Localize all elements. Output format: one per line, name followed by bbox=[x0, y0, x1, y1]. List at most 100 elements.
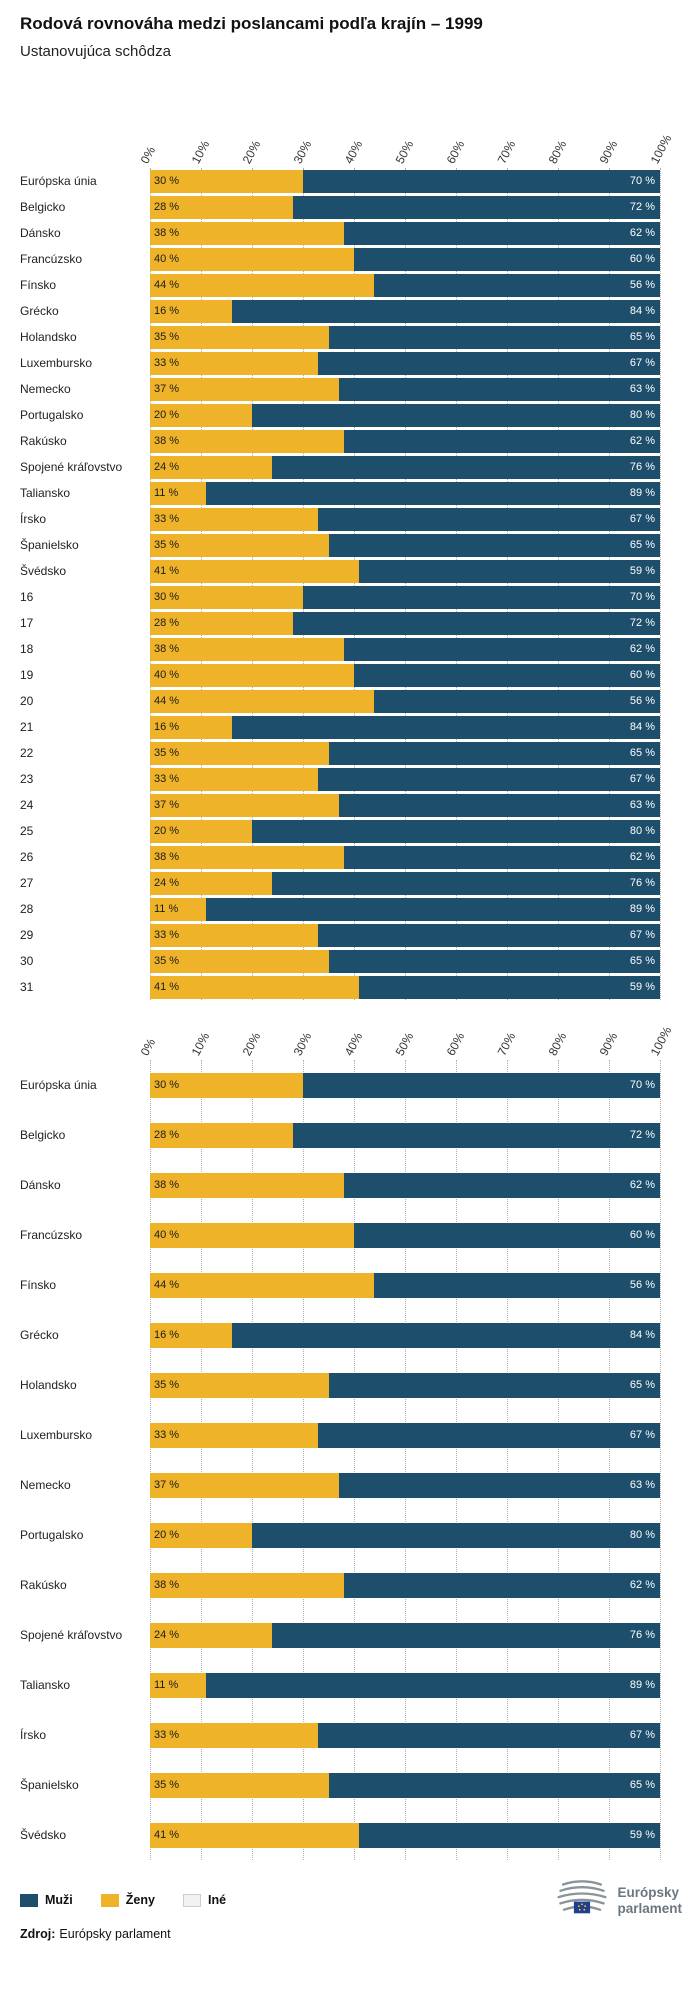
value-label-zeny: 44 % bbox=[154, 1279, 180, 1291]
segment-muzi: 84 % bbox=[231, 1322, 660, 1348]
value-label-zeny: 33 % bbox=[154, 1429, 180, 1441]
category-label: 23 bbox=[20, 772, 34, 786]
bar-row: 21 16 % 84 % bbox=[20, 714, 680, 740]
value-label-muzi: 56 % bbox=[629, 1279, 655, 1291]
bar-row: Rakúsko 38 % 62 % bbox=[20, 428, 680, 454]
x-tick-label: 60% bbox=[443, 138, 468, 166]
value-label-muzi: 62 % bbox=[629, 435, 655, 447]
category-label: 26 bbox=[20, 850, 34, 864]
stacked-bar: 28 % 72 % bbox=[150, 195, 660, 219]
segment-muzi: 56 % bbox=[374, 1272, 660, 1298]
stacked-bar: 38 % 62 % bbox=[150, 429, 660, 453]
stacked-bar: 41 % 59 % bbox=[150, 1822, 660, 1848]
segment-zeny: 28 % bbox=[150, 1122, 293, 1148]
bar-row: Luxembursko 33 % 67 % bbox=[20, 1410, 680, 1460]
segment-muzi: 65 % bbox=[328, 949, 660, 973]
value-label-zeny: 20 % bbox=[154, 1529, 180, 1541]
value-label-zeny: 30 % bbox=[154, 175, 180, 187]
x-tick-label: 10% bbox=[188, 138, 213, 166]
gridline bbox=[303, 168, 304, 1000]
value-label-zeny: 38 % bbox=[154, 1579, 180, 1591]
stacked-bar: 20 % 80 % bbox=[150, 819, 660, 843]
segment-zeny: 20 % bbox=[150, 403, 252, 427]
segment-muzi: 56 % bbox=[374, 689, 660, 713]
legend-label: Ženy bbox=[125, 1893, 155, 1907]
chart-all-rows: 0% 10% 20% 30% 40% 50% 60% 70% 80% 90% 100% Európs… bbox=[20, 110, 680, 1000]
gridline bbox=[507, 168, 508, 1000]
category-label: 31 bbox=[20, 980, 34, 994]
bar-row: 20 44 % 56 % bbox=[20, 688, 680, 714]
value-label-muzi: 70 % bbox=[629, 591, 655, 603]
value-label-zeny: 20 % bbox=[154, 409, 180, 421]
bar-row: 27 24 % 76 % bbox=[20, 870, 680, 896]
value-label-muzi: 63 % bbox=[629, 383, 655, 395]
value-label-zeny: 41 % bbox=[154, 565, 180, 577]
stacked-bar: 16 % 84 % bbox=[150, 1322, 660, 1348]
segment-zeny: 24 % bbox=[150, 871, 273, 895]
gridline bbox=[609, 1060, 610, 1860]
segment-zeny: 20 % bbox=[150, 819, 252, 843]
x-tick-label: 60% bbox=[443, 1030, 468, 1058]
value-label-muzi: 59 % bbox=[629, 565, 655, 577]
segment-muzi: 67 % bbox=[318, 1422, 660, 1448]
segment-zeny: 16 % bbox=[150, 715, 232, 739]
category-label: Spojené kráľovstvo bbox=[20, 460, 123, 474]
category-label: Holandsko bbox=[20, 330, 77, 344]
gridline bbox=[660, 168, 661, 1000]
segment-muzi: 59 % bbox=[359, 1822, 660, 1848]
segment-muzi: 80 % bbox=[252, 819, 660, 843]
value-label-zeny: 11 % bbox=[154, 1679, 179, 1691]
stacked-bar: 38 % 62 % bbox=[150, 1572, 660, 1598]
stacked-bar: 35 % 65 % bbox=[150, 325, 660, 349]
gridline bbox=[405, 168, 406, 1000]
segment-zeny: 11 % bbox=[150, 481, 207, 505]
stacked-bar: 16 % 84 % bbox=[150, 715, 660, 739]
stacked-bar: 38 % 62 % bbox=[150, 1172, 660, 1198]
category-label: Dánsko bbox=[20, 1178, 61, 1192]
bar-row: Fínsko 44 % 56 % bbox=[20, 272, 680, 298]
category-label: 19 bbox=[20, 668, 34, 682]
segment-zeny: 40 % bbox=[150, 663, 354, 687]
category-label: 22 bbox=[20, 746, 34, 760]
gridline bbox=[456, 168, 457, 1000]
x-tick-label: 90% bbox=[596, 138, 621, 166]
category-label: Belgicko bbox=[20, 1128, 66, 1142]
segment-zeny: 35 % bbox=[150, 533, 329, 557]
segment-zeny: 40 % bbox=[150, 247, 354, 271]
category-label: 24 bbox=[20, 798, 34, 812]
value-label-zeny: 33 % bbox=[154, 513, 180, 525]
category-label: Fínsko bbox=[20, 278, 57, 292]
value-label-muzi: 70 % bbox=[629, 1079, 655, 1091]
stacked-bar: 24 % 76 % bbox=[150, 871, 660, 895]
page-title: Rodová rovnováha medzi poslancami podľa … bbox=[20, 14, 483, 33]
stacked-bar: 30 % 70 % bbox=[150, 1072, 660, 1098]
gridline bbox=[252, 1060, 253, 1860]
segment-zeny: 41 % bbox=[150, 975, 360, 999]
segment-zeny: 35 % bbox=[150, 741, 329, 765]
segment-muzi: 89 % bbox=[206, 1672, 660, 1698]
segment-zeny: 38 % bbox=[150, 429, 344, 453]
x-tick-label: 50% bbox=[392, 1030, 417, 1058]
bar-row: Švédsko 41 % 59 % bbox=[20, 558, 680, 584]
x-tick-label: 100% bbox=[647, 1024, 675, 1058]
segment-zeny: 33 % bbox=[150, 351, 319, 375]
gridline bbox=[660, 1060, 661, 1860]
x-tick-label: 70% bbox=[494, 138, 519, 166]
value-label-zeny: 11 % bbox=[154, 903, 179, 915]
bar-row: Francúzsko 40 % 60 % bbox=[20, 246, 680, 272]
legend: Muži Ženy Iné bbox=[20, 1893, 254, 1907]
x-tick-label: 20% bbox=[239, 1030, 264, 1058]
value-label-muzi: 60 % bbox=[629, 253, 655, 265]
segment-zeny: 38 % bbox=[150, 1572, 344, 1598]
value-label-muzi: 65 % bbox=[629, 1779, 655, 1791]
bar-row: Európska únia 30 % 70 % bbox=[20, 1060, 680, 1110]
value-label-muzi: 89 % bbox=[629, 1679, 655, 1691]
value-label-muzi: 80 % bbox=[629, 409, 655, 421]
segment-muzi: 70 % bbox=[303, 1072, 660, 1098]
stacked-bar: 35 % 65 % bbox=[150, 1772, 660, 1798]
value-label-muzi: 65 % bbox=[629, 955, 655, 967]
value-label-zeny: 38 % bbox=[154, 643, 180, 655]
gridline bbox=[354, 168, 355, 1000]
gridline bbox=[354, 1060, 355, 1860]
bar-row: Švédsko 41 % 59 % bbox=[20, 1810, 680, 1860]
